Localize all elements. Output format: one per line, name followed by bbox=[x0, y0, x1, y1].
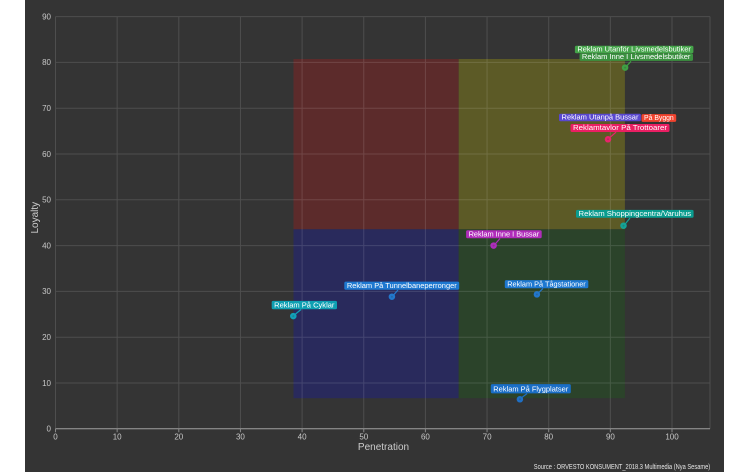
svg-text:50: 50 bbox=[359, 433, 368, 442]
svg-text:20: 20 bbox=[42, 333, 51, 342]
svg-text:50: 50 bbox=[42, 196, 51, 205]
svg-text:Penetration: Penetration bbox=[358, 442, 409, 453]
svg-text:Reklam Utanpå Bussar: Reklam Utanpå Bussar bbox=[562, 113, 640, 121]
svg-text:80: 80 bbox=[42, 58, 51, 67]
svg-text:Reklam På Tågstationer: Reklam På Tågstationer bbox=[507, 280, 586, 288]
svg-text:70: 70 bbox=[483, 433, 492, 442]
svg-text:60: 60 bbox=[42, 150, 51, 159]
svg-text:40: 40 bbox=[298, 433, 307, 442]
svg-text:100: 100 bbox=[665, 433, 679, 442]
svg-text:10: 10 bbox=[113, 433, 122, 442]
svg-text:Source : ORVESTO KONSUMENT_201: Source : ORVESTO KONSUMENT_2018.3 Multim… bbox=[534, 464, 710, 471]
svg-text:Reklamtavlor På Trottoarer: Reklamtavlor På Trottoarer bbox=[573, 124, 668, 132]
svg-text:Reklam Inne I Bussar: Reklam Inne I Bussar bbox=[469, 232, 540, 239]
svg-text:På Byggn: På Byggn bbox=[644, 114, 674, 122]
svg-text:Reklam Utanför Livsmedelsbutik: Reklam Utanför Livsmedelsbutiker bbox=[577, 47, 691, 54]
svg-text:90: 90 bbox=[606, 433, 615, 442]
svg-text:Reklam På Tunnelbaneperronger: Reklam På Tunnelbaneperronger bbox=[347, 282, 458, 290]
svg-text:10: 10 bbox=[42, 379, 51, 388]
svg-text:Reklam Shoppingcentra/Varuhus: Reklam Shoppingcentra/Varuhus bbox=[579, 211, 692, 218]
svg-text:Reklam På Flygplatser: Reklam På Flygplatser bbox=[493, 386, 569, 394]
svg-text:80: 80 bbox=[544, 433, 553, 442]
svg-text:40: 40 bbox=[42, 241, 51, 250]
svg-text:0: 0 bbox=[47, 425, 52, 434]
svg-text:Reklam Inne I Livsmedelsbutike: Reklam Inne I Livsmedelsbutiker bbox=[582, 54, 691, 61]
svg-text:60: 60 bbox=[421, 433, 430, 442]
svg-text:Loyalty: Loyalty bbox=[30, 202, 41, 234]
svg-text:90: 90 bbox=[42, 12, 51, 21]
svg-text:30: 30 bbox=[42, 287, 51, 296]
svg-text:0: 0 bbox=[53, 433, 58, 442]
svg-text:Reklam På Cyklar: Reklam På Cyklar bbox=[274, 302, 335, 310]
svg-text:30: 30 bbox=[236, 433, 245, 442]
svg-text:70: 70 bbox=[42, 104, 51, 113]
svg-text:20: 20 bbox=[174, 433, 183, 442]
